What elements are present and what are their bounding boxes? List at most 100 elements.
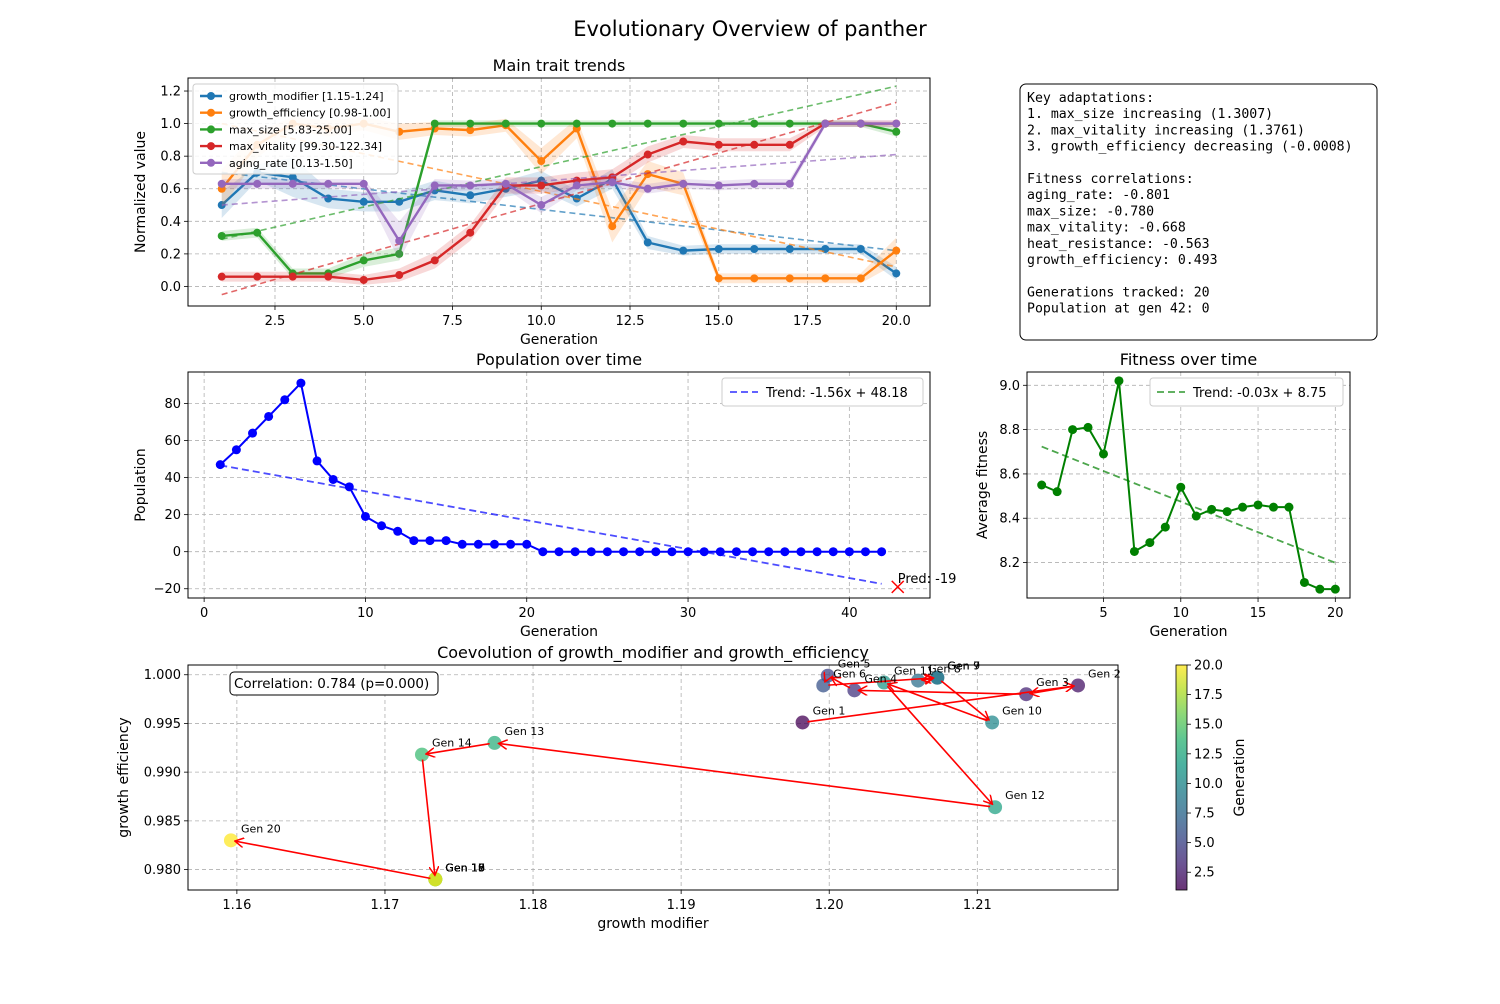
series-point xyxy=(715,181,723,189)
info-box: Key adaptations:1. max_size increasing (… xyxy=(1020,84,1377,340)
series-point xyxy=(857,120,865,128)
series-point xyxy=(502,120,510,128)
series-point xyxy=(573,120,581,128)
series-point xyxy=(821,274,829,282)
series-point xyxy=(821,120,829,128)
point-label: Gen 12 xyxy=(1005,789,1045,802)
series-point xyxy=(289,273,297,281)
series-point xyxy=(750,245,758,253)
x-axis-label: Generation xyxy=(520,624,598,640)
population-point xyxy=(764,547,773,556)
population-point xyxy=(651,547,660,556)
fitness-point xyxy=(1300,578,1309,587)
series-point xyxy=(644,151,652,159)
legend-entry: max_size [5.83-25.00] xyxy=(229,123,352,136)
y-tick-label: 1.0 xyxy=(160,117,181,132)
fitness-point xyxy=(1145,538,1154,547)
x-tick-label: 10 xyxy=(357,606,374,621)
y-tick-label: 8.2 xyxy=(999,556,1020,571)
series-point xyxy=(218,273,226,281)
population-point xyxy=(458,540,467,549)
y-tick-label: 9.0 xyxy=(999,379,1020,394)
series-point xyxy=(715,120,723,128)
fitness-point xyxy=(1331,585,1340,594)
series-point xyxy=(892,269,900,277)
fitness-point xyxy=(1161,523,1170,532)
y-tick-label: 0.6 xyxy=(160,182,181,197)
series-point xyxy=(857,274,865,282)
population-point xyxy=(393,527,402,536)
info-line: Population at gen 42: 0 xyxy=(1027,302,1210,317)
fitness-point xyxy=(1269,503,1278,512)
info-line: max_size: -0.780 xyxy=(1027,204,1154,219)
population-point xyxy=(667,547,676,556)
series-point xyxy=(679,180,687,188)
y-tick-label: 0.2 xyxy=(160,247,181,262)
y-axis-label: Average fitness xyxy=(975,431,991,539)
population-point xyxy=(845,547,854,556)
series-point xyxy=(715,245,723,253)
series-point xyxy=(360,180,368,188)
legend: growth_modifier [1.15-1.24]growth_effici… xyxy=(193,84,398,174)
fitness-point xyxy=(1130,547,1139,556)
series-point xyxy=(786,245,794,253)
series-point xyxy=(750,120,758,128)
fitness-point xyxy=(1238,503,1247,512)
scatter-point xyxy=(1071,678,1085,692)
series-point xyxy=(360,198,368,206)
colorbar-tick-label: 10.0 xyxy=(1194,777,1223,792)
point-label: Gen 3 xyxy=(1036,676,1069,689)
series-point xyxy=(253,180,261,188)
y-tick-label: 8.4 xyxy=(999,512,1020,527)
y-tick-label: 0.4 xyxy=(160,215,181,230)
scatter-point xyxy=(816,678,830,692)
series-point xyxy=(395,271,403,279)
population-point xyxy=(829,547,838,556)
scatter-point xyxy=(224,833,238,847)
series-point xyxy=(644,185,652,193)
y-tick-label: 40 xyxy=(164,471,181,486)
series-point xyxy=(786,180,794,188)
fitness-point xyxy=(1223,507,1232,516)
chart-title: Main trait trends xyxy=(493,56,626,75)
x-tick-label: 2.5 xyxy=(265,314,286,329)
scatter-point xyxy=(1019,687,1033,701)
x-tick-label: 1.17 xyxy=(370,898,399,913)
series-point xyxy=(750,180,758,188)
population-point xyxy=(555,547,564,556)
population-point xyxy=(377,521,386,530)
series-point xyxy=(679,138,687,146)
population-point xyxy=(684,547,693,556)
y-tick-label: 0.0 xyxy=(160,280,181,295)
x-axis-label: growth modifier xyxy=(597,916,709,932)
population-point xyxy=(361,512,370,521)
series-point xyxy=(466,120,474,128)
legend-marker xyxy=(207,92,215,100)
fitness-point xyxy=(1176,483,1185,492)
series-point xyxy=(750,274,758,282)
scatter-point xyxy=(847,683,861,697)
point-label: Gen 13 xyxy=(505,725,545,738)
series-point xyxy=(750,141,758,149)
y-axis-label: Normalized value xyxy=(133,131,149,253)
colorbar-tick-label: 17.5 xyxy=(1194,688,1223,703)
legend-entry: Trend: -0.03x + 8.75 xyxy=(1192,386,1327,401)
population-point xyxy=(716,547,725,556)
y-tick-label: 60 xyxy=(164,434,181,449)
series-point xyxy=(360,276,368,284)
series-point xyxy=(431,120,439,128)
population-point xyxy=(232,445,241,454)
y-tick-label: 1.2 xyxy=(160,85,181,100)
point-label: Gen 6 xyxy=(833,667,866,680)
population-point xyxy=(506,540,515,549)
info-line: 3. growth_efficiency decreasing (-0.0008… xyxy=(1027,140,1353,155)
population-point xyxy=(474,540,483,549)
series-point xyxy=(892,128,900,136)
series-point xyxy=(431,181,439,189)
x-tick-label: 1.21 xyxy=(963,898,992,913)
series-point xyxy=(608,120,616,128)
annotation-text: Correlation: 0.784 (p=0.000) xyxy=(234,676,429,692)
y-tick-label: 0.995 xyxy=(144,717,181,732)
